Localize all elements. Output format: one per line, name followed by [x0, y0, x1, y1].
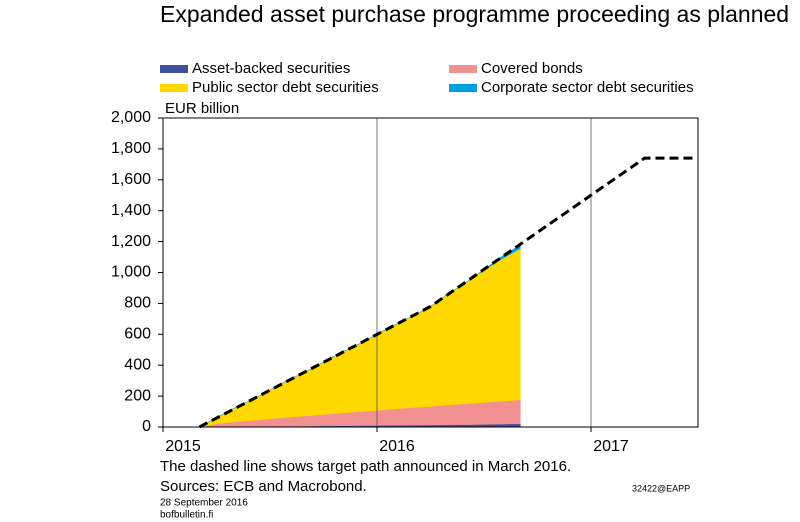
x-tick-label: 2015	[165, 438, 201, 455]
legend-label: Covered bonds	[481, 60, 583, 77]
y-tick-label: 200	[124, 387, 151, 404]
x-tick-label: 2017	[593, 438, 629, 455]
legend-swatch	[449, 84, 477, 92]
y-tick-label: 1,200	[111, 233, 151, 250]
source: Sources: ECB and Macrobond.	[160, 478, 367, 495]
y-tick-label: 1,600	[111, 171, 151, 188]
x-tick-label: 2016	[379, 438, 415, 455]
area	[199, 248, 521, 428]
legend-label: Asset-backed securities	[192, 60, 350, 77]
y-tick-label: 400	[124, 356, 151, 373]
legend-swatch	[160, 84, 188, 92]
y-unit: EUR billion	[165, 100, 239, 117]
y-tick-label: 2,000	[111, 109, 151, 126]
y-tick-label: 0	[142, 418, 151, 435]
y-tick-label: 1,800	[111, 140, 151, 157]
legend-label: Public sector debt securities	[192, 79, 379, 96]
website: bofbulletin.fi	[160, 510, 213, 521]
y-tick-label: 1,000	[111, 264, 151, 281]
date: 28 September 2016	[160, 498, 248, 509]
legend-label: Corporate sector debt securities	[481, 79, 694, 96]
code: 32422@EAPP	[632, 483, 690, 493]
area	[199, 244, 521, 428]
y-tick-label: 1,400	[111, 202, 151, 219]
y-tick-label: 600	[124, 326, 151, 343]
note: The dashed line shows target path announ…	[160, 458, 571, 475]
legend-swatch	[160, 65, 188, 73]
legend-swatch	[449, 65, 477, 73]
chart-title: Expanded asset purchase programme procee…	[160, 1, 790, 27]
target-line	[198, 156, 698, 429]
y-tick-label: 800	[124, 295, 151, 312]
